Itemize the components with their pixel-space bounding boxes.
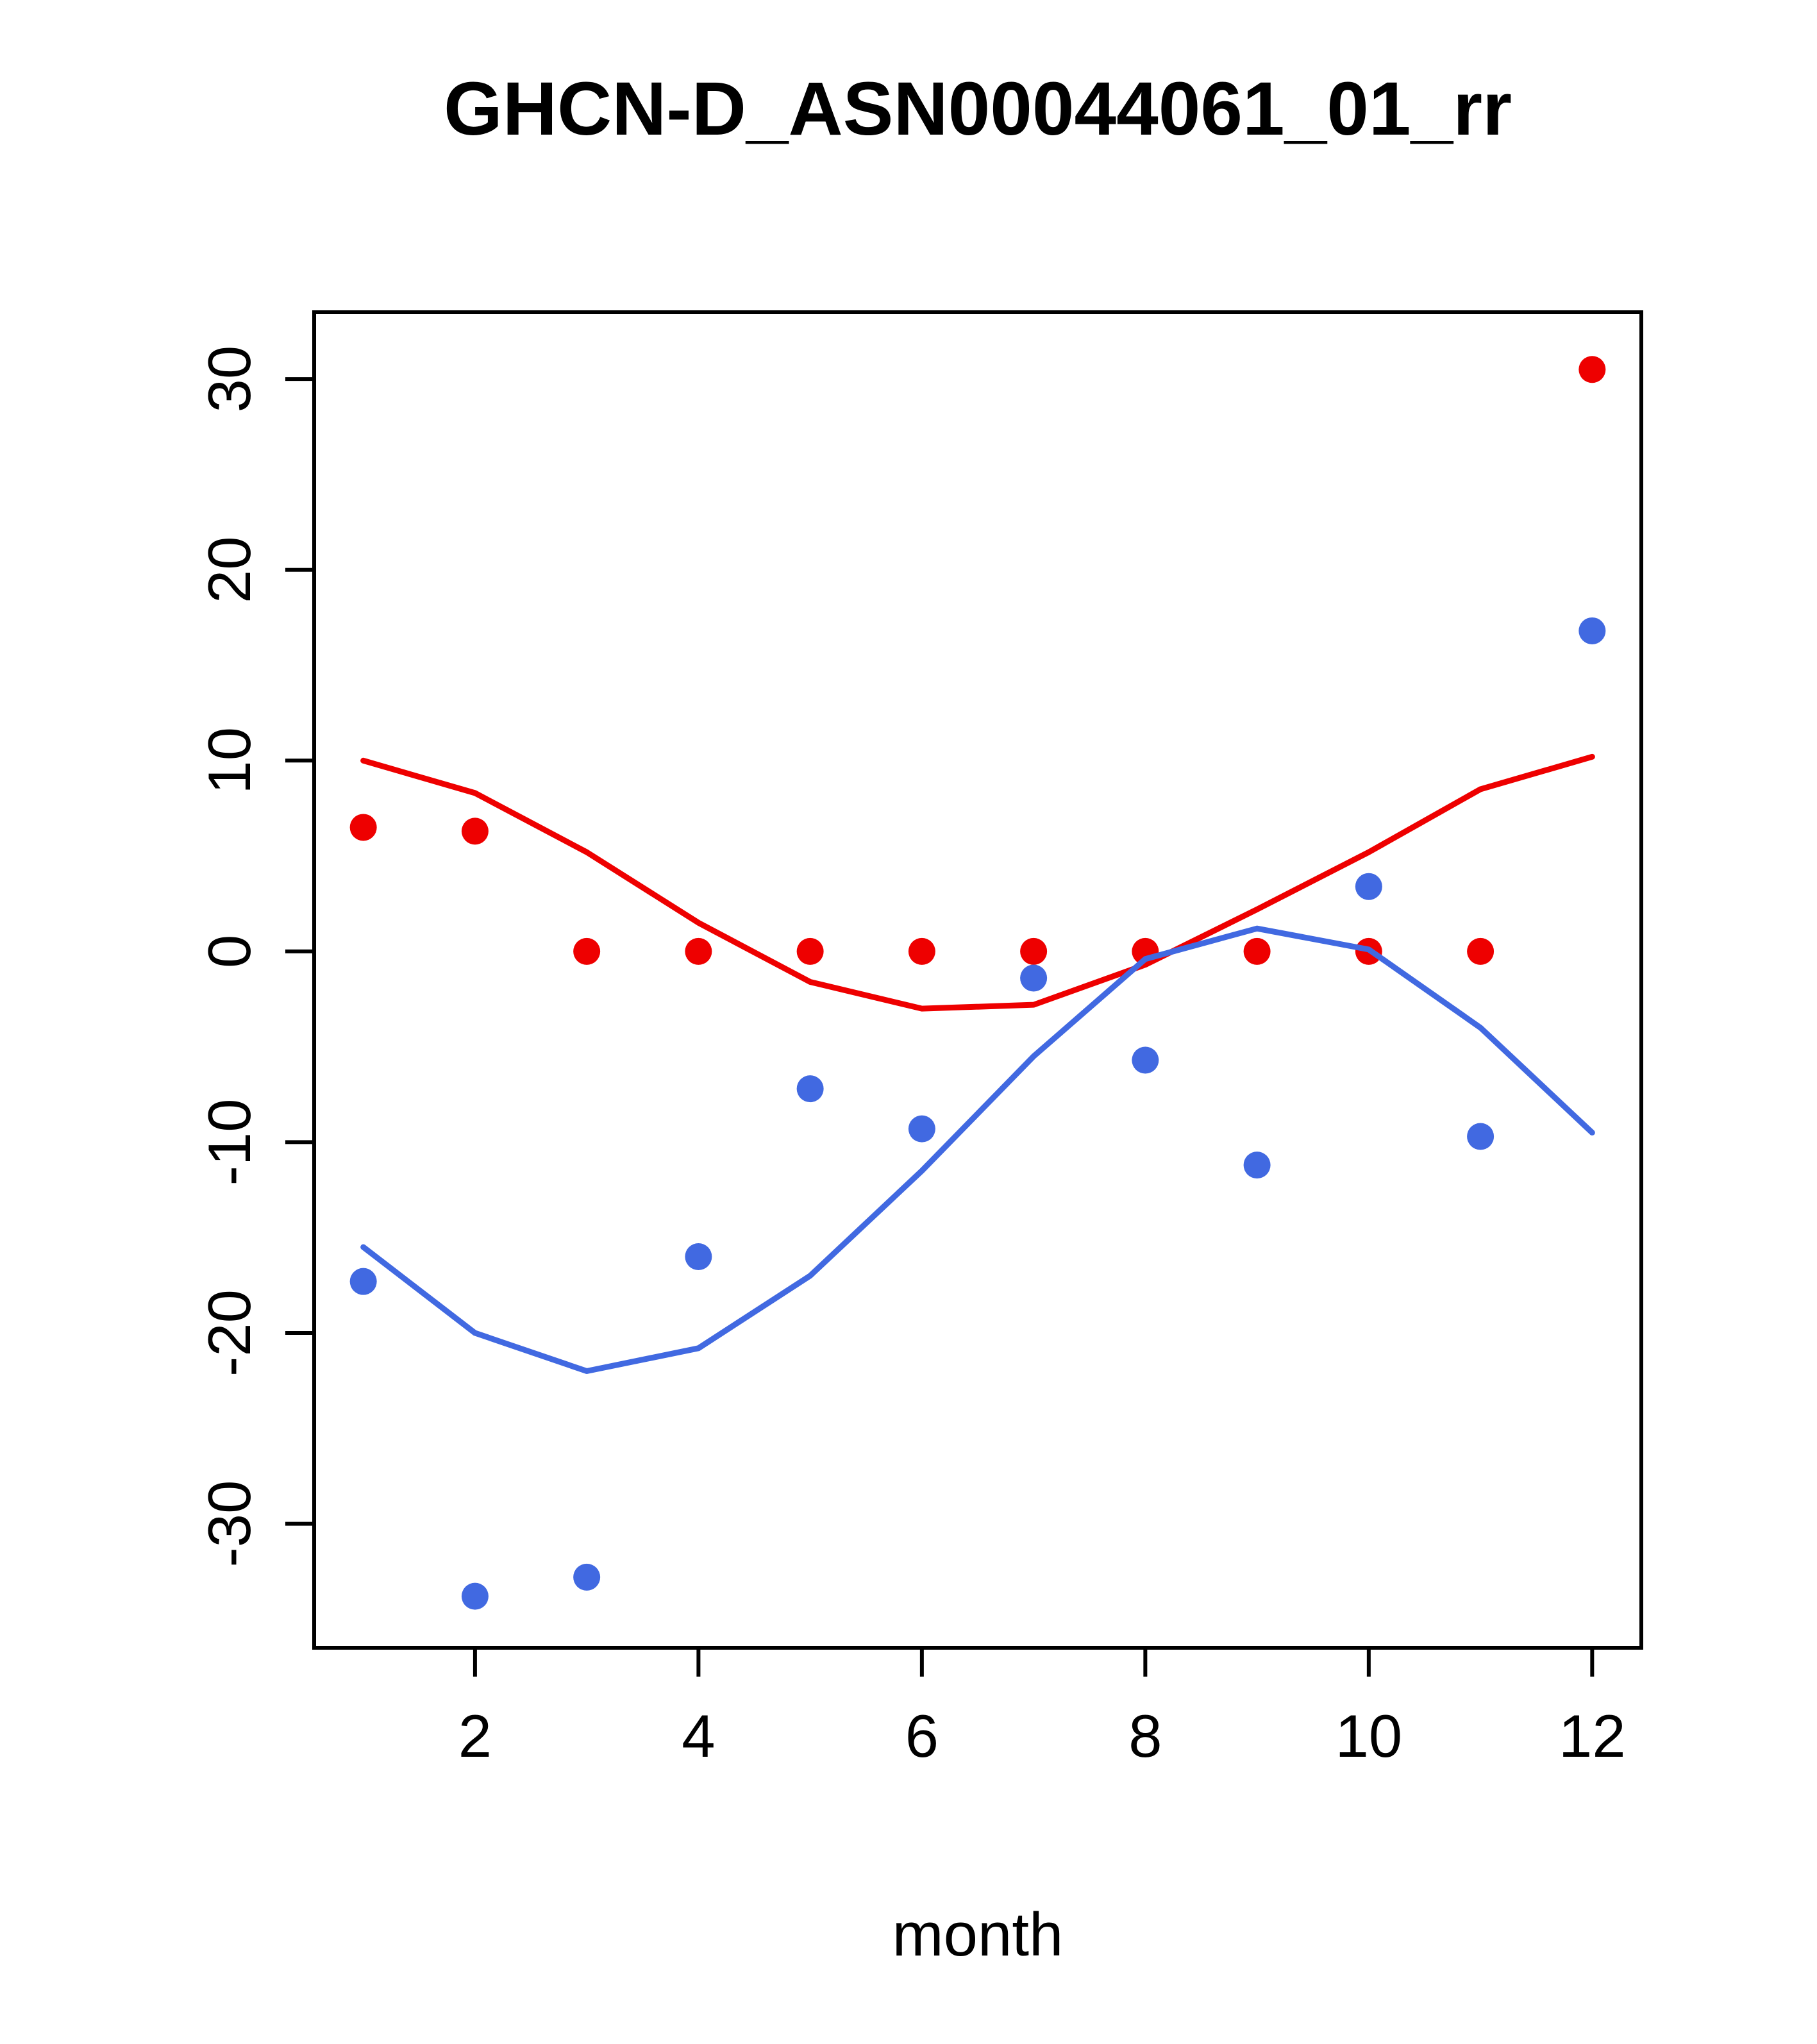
blue-points-marker [1243, 1152, 1271, 1179]
blue-points-marker [1467, 1123, 1495, 1150]
blue-points-marker [1132, 1046, 1159, 1074]
blue-line [360, 925, 1595, 1375]
x-tick-label: 2 [458, 1702, 492, 1770]
red-points-marker [796, 937, 824, 965]
y-tick-label: 0 [196, 935, 263, 968]
red-points-marker [1243, 937, 1271, 965]
blue-points-marker [1020, 964, 1048, 992]
plot-box [312, 310, 1643, 1650]
red-points-marker [1578, 356, 1606, 383]
y-tick-label: 10 [196, 727, 263, 794]
blue-points-marker [349, 1268, 377, 1295]
red-points-marker [1467, 937, 1495, 965]
chart-title: GHCN-D_ASN00044061_01_rr [444, 67, 1512, 151]
blue-points-marker [1355, 873, 1382, 900]
x-tick-label: 6 [905, 1702, 939, 1770]
red-points-marker [461, 817, 489, 845]
y-tick-label: 30 [196, 346, 263, 413]
blue-points-marker [796, 1075, 824, 1103]
red-line [360, 753, 1595, 1012]
red-points-marker [685, 937, 712, 965]
red-points-marker [573, 937, 601, 965]
red-points-marker [349, 814, 377, 841]
y-tick-label: -10 [196, 1099, 263, 1186]
x-tick-label: 10 [1336, 1702, 1403, 1770]
plot-area: 2 4 6 8 10 12 -30 -20 -10 0 10 20 30 [196, 310, 1643, 1770]
blue-points-marker [685, 1243, 712, 1270]
blue-points-marker [461, 1582, 489, 1610]
y-tick-label: -20 [196, 1289, 263, 1377]
y-tick-label: -30 [196, 1480, 263, 1568]
blue-points-marker [1578, 617, 1606, 644]
red-points-marker [1020, 937, 1048, 965]
x-tick-label: 4 [682, 1702, 715, 1770]
x-axis-label: month [892, 1900, 1064, 1969]
red-points-marker [908, 937, 935, 965]
blue-points-marker [908, 1115, 935, 1143]
x-tick-label: 8 [1128, 1702, 1162, 1770]
y-tick-label: 20 [196, 536, 263, 603]
x-tick-label: 12 [1559, 1702, 1626, 1770]
blue-points-marker [573, 1563, 601, 1591]
